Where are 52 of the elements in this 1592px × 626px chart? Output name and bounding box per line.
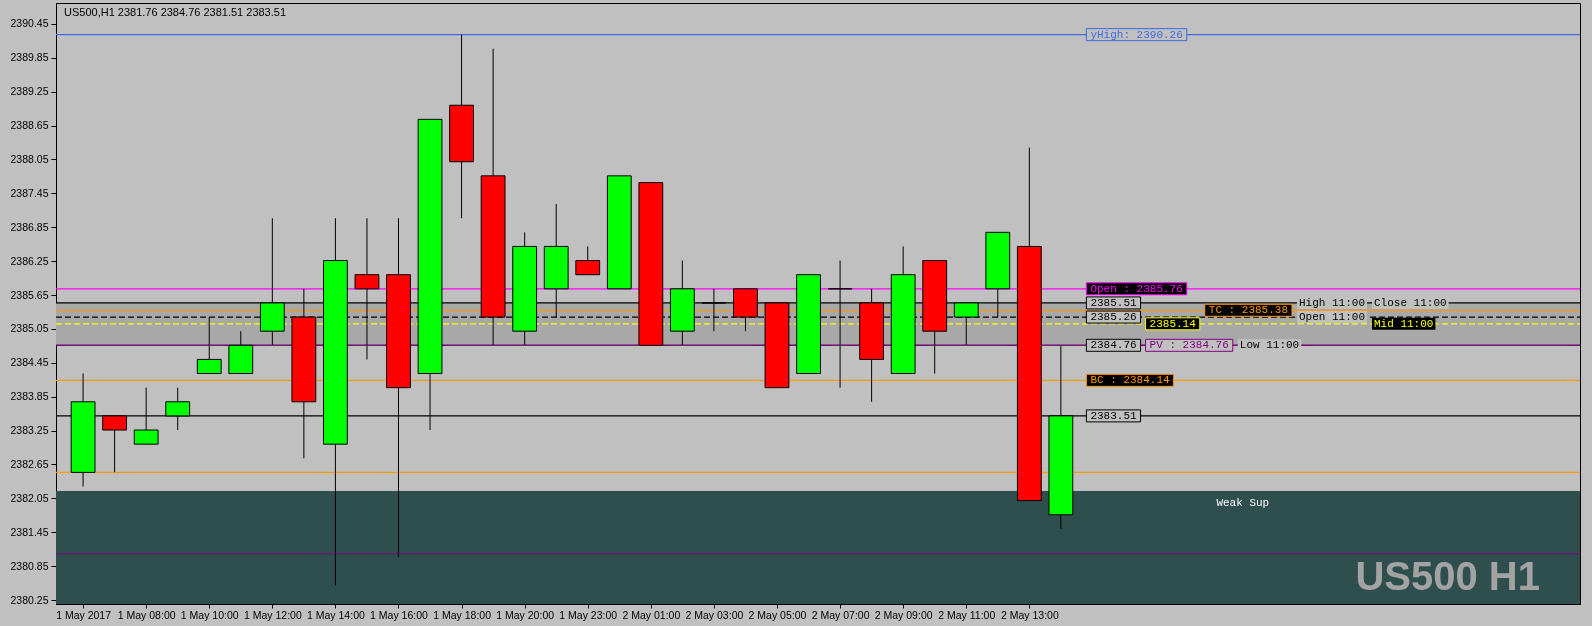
y-tick-label: 2386.85 (10, 220, 49, 233)
y-tick-label: 2390.45 (10, 17, 49, 30)
y-tick-label: 2383.25 (10, 424, 49, 437)
x-tick-label: 1 May 2017 (56, 608, 112, 621)
y-tick-label: 2385.65 (10, 288, 49, 301)
ref-line-label: 2384.76 (1090, 339, 1137, 352)
ref-line-label: 2385.14 (1149, 317, 1197, 330)
x-tick-label: 1 May 16:00 (370, 608, 429, 621)
annotation: Low 11:00 (1239, 339, 1300, 352)
x-tick-label: 1 May 10:00 (180, 608, 239, 621)
x-tick-label: 1 May 20:00 (496, 608, 555, 621)
ref-line-label: 2383.51 (1090, 409, 1137, 422)
x-tick-label: 2 May 07:00 (811, 608, 870, 621)
x-tick-label: 1 May 18:00 (433, 608, 492, 621)
x-tick-label: 2 May 05:00 (748, 608, 807, 621)
x-tick-label: 1 May 23:00 (559, 608, 618, 621)
y-tick-label: 2382.05 (10, 491, 49, 504)
x-tick-label: 2 May 11:00 (938, 608, 996, 621)
y-tick-label: 2383.85 (10, 390, 49, 403)
y-tick-label: 2385.05 (10, 322, 49, 335)
ref-line-label: BC : 2384.14 (1090, 374, 1170, 387)
y-tick-label: 2388.65 (10, 119, 49, 132)
x-tick-label: 2 May 13:00 (1000, 608, 1059, 621)
ref-line-label: 2385.51 (1090, 296, 1137, 309)
y-tick-label: 2387.45 (10, 186, 49, 199)
ref-line-label: Open : 2385.76 (1090, 282, 1183, 295)
x-tick-label: 1 May 14:00 (307, 608, 365, 621)
y-tick-label: 2382.65 (10, 457, 49, 470)
chart-title: US500,H1 2381.76 2384.76 2381.51 2383.51 (64, 6, 287, 18)
ref-line-label: TC : 2385.38 (1208, 304, 1288, 317)
ref-line-label: PV : 2384.76 (1149, 339, 1229, 352)
x-tick-label: 2 May 03:00 (685, 608, 744, 621)
x-tick-label: 1 May 12:00 (243, 608, 302, 621)
annotation: Open 11:00 (1298, 311, 1365, 324)
text: US500 H1 (1355, 554, 1540, 598)
x-tick-label: 2 May 01:00 (622, 608, 681, 621)
annotation: Close 11:00 (1373, 296, 1447, 309)
ref-line-label: yHigh: 2390.26 (1090, 28, 1183, 41)
y-tick-label: 2389.85 (10, 51, 49, 64)
y-tick-label: 2389.25 (10, 85, 49, 98)
y-tick-label: 2380.85 (10, 559, 49, 572)
x-tick-label: 2 May 09:00 (874, 608, 933, 621)
y-tick-label: 2380.25 (10, 593, 49, 606)
ref-line-label: 2385.26 (1090, 311, 1137, 324)
y-tick-label: 2381.45 (10, 525, 49, 538)
annotation: High 11:00 (1298, 296, 1365, 309)
band-label: Weak Sup (1216, 497, 1270, 510)
annotation: Mid 11:00 (1373, 317, 1434, 330)
y-tick-label: 2388.05 (10, 152, 49, 165)
x-tick-label: 1 May 08:00 (117, 608, 176, 621)
y-tick-label: 2386.25 (10, 254, 49, 267)
y-tick-label: 2384.45 (10, 356, 49, 369)
